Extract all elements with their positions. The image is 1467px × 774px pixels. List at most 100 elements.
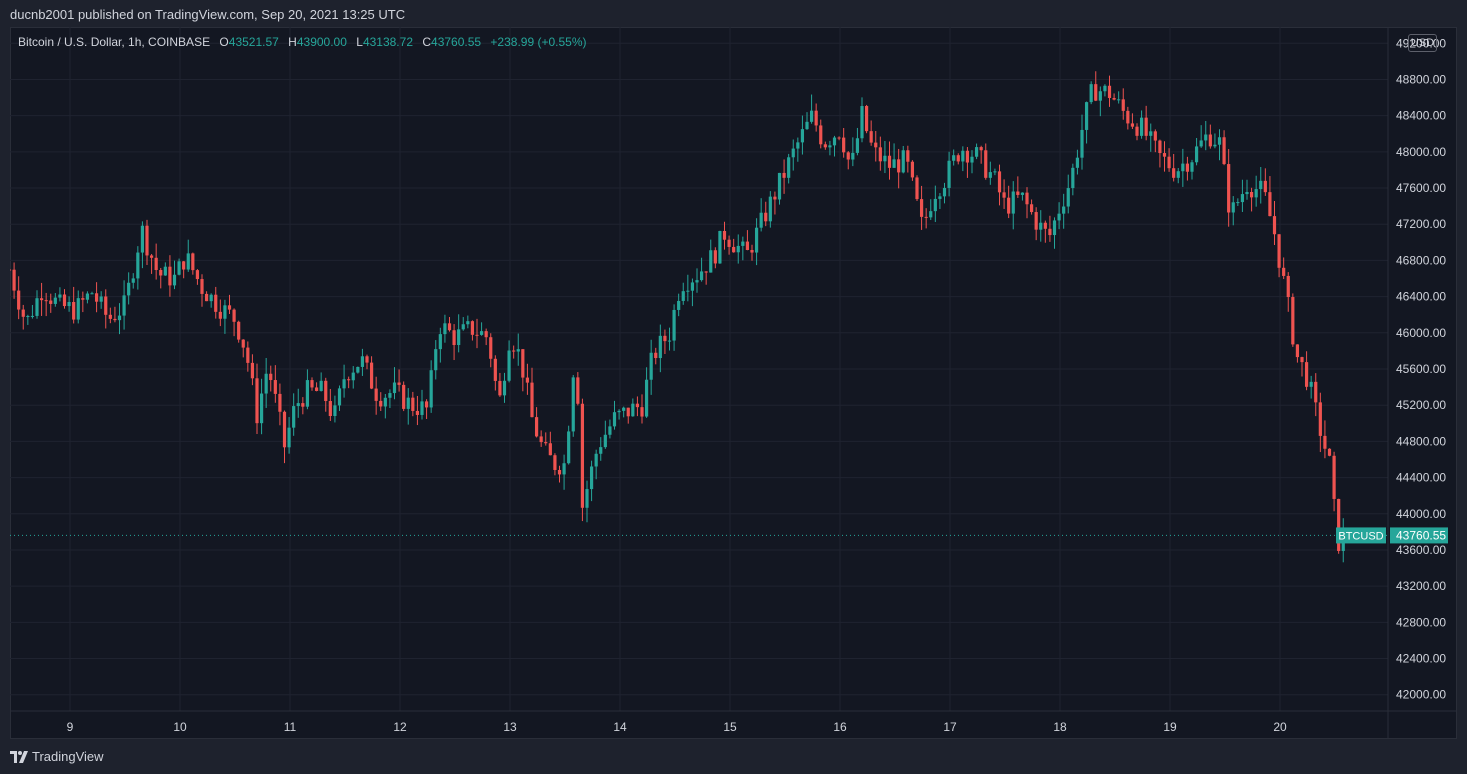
candle-body <box>1007 197 1011 214</box>
open-label: O <box>219 35 229 49</box>
candle-body <box>667 340 672 342</box>
candle-body <box>94 293 99 302</box>
x-tick-label: 10 <box>173 720 187 734</box>
candle-body <box>223 305 227 319</box>
candle-body <box>631 403 635 417</box>
candle-body <box>1020 192 1025 195</box>
candle-body <box>1254 189 1258 198</box>
candle-body <box>1181 163 1185 172</box>
candle-body <box>186 253 190 270</box>
candle-body <box>984 150 988 178</box>
candle-body <box>1272 216 1277 235</box>
candle-body <box>374 388 378 401</box>
candle-body <box>1277 234 1281 268</box>
candle-body <box>466 321 470 325</box>
currency-button[interactable]: USD <box>1408 34 1437 52</box>
candle-body <box>1162 153 1167 157</box>
candle-body <box>136 252 140 279</box>
candle-body <box>310 380 314 388</box>
candle-body <box>200 279 204 294</box>
candle-body <box>360 356 365 367</box>
candle-body <box>1002 192 1006 198</box>
candle-body <box>53 297 57 304</box>
candle-body <box>534 417 539 437</box>
candle-body <box>1126 110 1130 124</box>
candle-body <box>314 387 319 391</box>
candle-body <box>1158 140 1162 154</box>
candle-body <box>1295 344 1300 358</box>
candle-body <box>727 239 731 247</box>
candle-body <box>1259 180 1263 190</box>
candle-body <box>1130 123 1135 127</box>
high-value: 43900.00 <box>296 35 347 49</box>
y-tick-label: 45200.00 <box>1396 398 1446 412</box>
candle-body <box>159 270 163 276</box>
candle-body <box>1236 202 1240 204</box>
candle-body <box>1185 163 1190 172</box>
candle-body <box>99 296 103 302</box>
candle-body <box>10 269 12 271</box>
tradingview-brand: TradingView <box>32 749 104 764</box>
candle-body <box>622 407 626 411</box>
candle-body <box>1249 191 1254 198</box>
symbol-price-tag <box>1336 527 1386 544</box>
candle-body <box>44 300 48 302</box>
top-bar: ducnb2001 published on TradingView.com, … <box>0 0 1467 27</box>
candle-body <box>351 372 355 381</box>
high-label: H <box>288 35 297 49</box>
candle-body <box>686 290 690 292</box>
candle-body <box>947 160 951 188</box>
candle-body <box>1204 134 1208 141</box>
candle-body <box>26 316 30 318</box>
candle-body <box>722 230 727 240</box>
last-price-tag <box>1390 527 1448 544</box>
candle-body <box>544 442 548 444</box>
candle-body <box>397 382 401 385</box>
candle-body <box>809 110 814 122</box>
candle-body <box>264 373 268 394</box>
candle-body <box>1107 85 1112 98</box>
candle-body <box>910 161 915 178</box>
candle-body <box>237 321 241 340</box>
candle-body <box>411 397 415 411</box>
candle-body <box>1268 192 1272 217</box>
candle-body <box>887 155 892 168</box>
candle-body <box>663 335 667 342</box>
candle-body <box>131 278 135 283</box>
candle-body <box>938 196 942 199</box>
candle-body <box>1098 91 1102 101</box>
candle-body <box>30 315 35 317</box>
candle-body <box>191 253 195 271</box>
candle-body <box>603 434 607 448</box>
candle-body <box>777 172 782 200</box>
y-tick-label: 42000.00 <box>1396 688 1446 702</box>
candle-body <box>713 250 717 264</box>
candle-body <box>1304 362 1309 387</box>
candle-body <box>732 246 736 253</box>
candle-body <box>443 323 447 335</box>
candle-body <box>241 339 245 348</box>
candle-body <box>113 318 117 321</box>
symbol-title[interactable]: Bitcoin / U.S. Dollar, 1h, COINBASE <box>18 35 211 49</box>
candle-body <box>415 410 420 415</box>
candle-body <box>479 331 484 335</box>
candle-body <box>1222 137 1226 165</box>
candle-body <box>195 270 200 280</box>
candle-body <box>1153 131 1157 141</box>
candle-body <box>489 337 493 359</box>
candle-body <box>933 198 937 212</box>
candle-body <box>250 362 255 379</box>
candle-body <box>942 187 947 197</box>
tradingview-logo[interactable]: TradingView <box>10 749 104 764</box>
candle-body <box>878 147 882 162</box>
x-tick-label: 17 <box>943 720 957 734</box>
candle-body <box>1190 162 1194 172</box>
candle-body <box>635 403 640 408</box>
candle-body <box>553 455 557 470</box>
candle-body <box>681 291 685 301</box>
x-tick-label: 12 <box>393 720 407 734</box>
y-tick-label: 44400.00 <box>1396 471 1446 485</box>
y-tick-label: 43200.00 <box>1396 579 1446 593</box>
price-chart[interactable]: 49200.0048800.0048400.0048000.0047600.00… <box>10 27 1457 739</box>
y-tick-label: 45600.00 <box>1396 362 1446 376</box>
